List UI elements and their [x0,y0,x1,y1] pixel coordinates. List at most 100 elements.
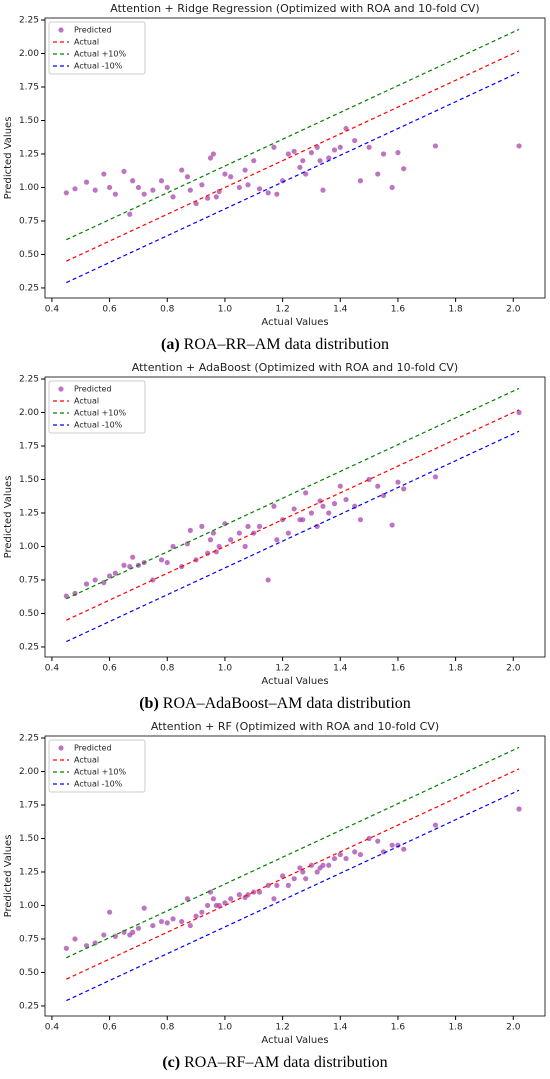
data-point [352,137,358,144]
data-point [432,822,439,828]
legend-label: Actual -10% [74,421,123,430]
data-point [193,200,199,207]
x-tick-label: 1.4 [333,664,348,674]
data-point [245,182,251,188]
reference-line [66,387,520,600]
legend-marker [58,745,64,751]
data-point [285,882,291,888]
data-point [205,902,211,909]
data-point [245,523,251,529]
data-point [343,496,349,503]
data-point [285,530,291,536]
data-point [101,171,107,177]
x-tick-label: 0.8 [160,664,175,674]
x-tick-label: 0.6 [102,1023,117,1033]
data-point [375,838,381,844]
legend-label: Actual -10% [74,780,123,789]
legend-label: Actual [74,38,99,47]
data-point [317,158,323,164]
data-point [106,184,113,191]
plot-frame [44,376,546,658]
data-point [389,522,395,528]
legend-box [48,21,146,75]
x-tick-label: 0.4 [45,305,60,315]
data-point [516,806,522,812]
data-point [210,896,216,902]
data-point [199,909,205,915]
data-point [297,164,303,170]
data-point [271,144,277,150]
data-point [337,144,343,150]
data-point [317,865,323,871]
data-point [401,846,407,852]
data-point [121,168,127,174]
data-point [343,125,349,132]
data-point [92,187,98,193]
x-tick-label: 0.8 [160,305,175,315]
data-point [184,896,191,902]
y-tick-label: 0.50 [19,609,39,619]
y-tick-label: 1.00 [19,542,39,552]
legend-box [48,380,146,434]
x-tick-label: 1.0 [218,664,233,674]
caption-label: (a) [161,336,180,353]
legend: Predicted Actual Actual +10% Actual -10% [48,739,146,793]
chart: Attention + Ridge Regression (Optimized … [3,2,546,328]
data-point [150,187,156,193]
data-point [135,925,142,931]
x-axis-label: Actual Values [261,317,328,328]
legend-label: Actual [74,397,99,406]
chart-title: Attention + RF (Optimized with ROA and 1… [151,720,439,733]
data-point [207,155,214,161]
data-point [170,916,176,922]
x-tick-label: 1.8 [448,1023,463,1033]
y-tick-label: 2.25 [19,734,39,744]
data-point [516,143,522,149]
reference-line [66,409,520,621]
data-point [265,190,271,196]
data-point [401,486,407,492]
y-tick-label: 1.75 [19,82,39,92]
data-point [366,835,372,842]
data-point [141,191,147,197]
data-point [401,166,407,172]
data-point [395,150,401,156]
data-point [164,920,170,926]
data-point [300,869,306,875]
caption-label: (b) [139,695,159,712]
caption-text: ROA–AdaBoost–AM data distribution [162,695,411,712]
data-point [516,409,522,416]
data-point [179,167,185,173]
data-point [357,178,364,184]
data-point [242,167,248,173]
data-point [242,543,248,550]
caption-label: (c) [162,1054,181,1071]
data-point [274,537,280,543]
x-tick-label: 1.8 [448,305,463,315]
data-point [285,151,291,157]
data-point [83,581,90,587]
data-point [291,876,297,882]
data-point [366,144,372,150]
y-tick-label: 1.00 [19,183,39,193]
data-point [300,158,306,164]
data-point [245,892,251,898]
data-point [205,195,211,201]
data-point [271,896,277,902]
caption: (b) ROA–AdaBoost–AM data distribution [0,689,550,718]
legend-label: Actual +10% [74,409,126,418]
plot-frame [44,735,546,1017]
x-tick-label: 2.0 [506,305,521,315]
data-point [199,523,205,529]
data-point [297,865,303,871]
data-point [314,869,320,875]
legend-marker [58,386,64,392]
data-point [158,918,165,925]
data-point [72,186,78,192]
data-point [256,889,263,895]
data-point [130,929,136,935]
y-axis-label: Predicted Values [3,835,14,918]
data-point [357,517,364,523]
data-point [300,517,306,523]
